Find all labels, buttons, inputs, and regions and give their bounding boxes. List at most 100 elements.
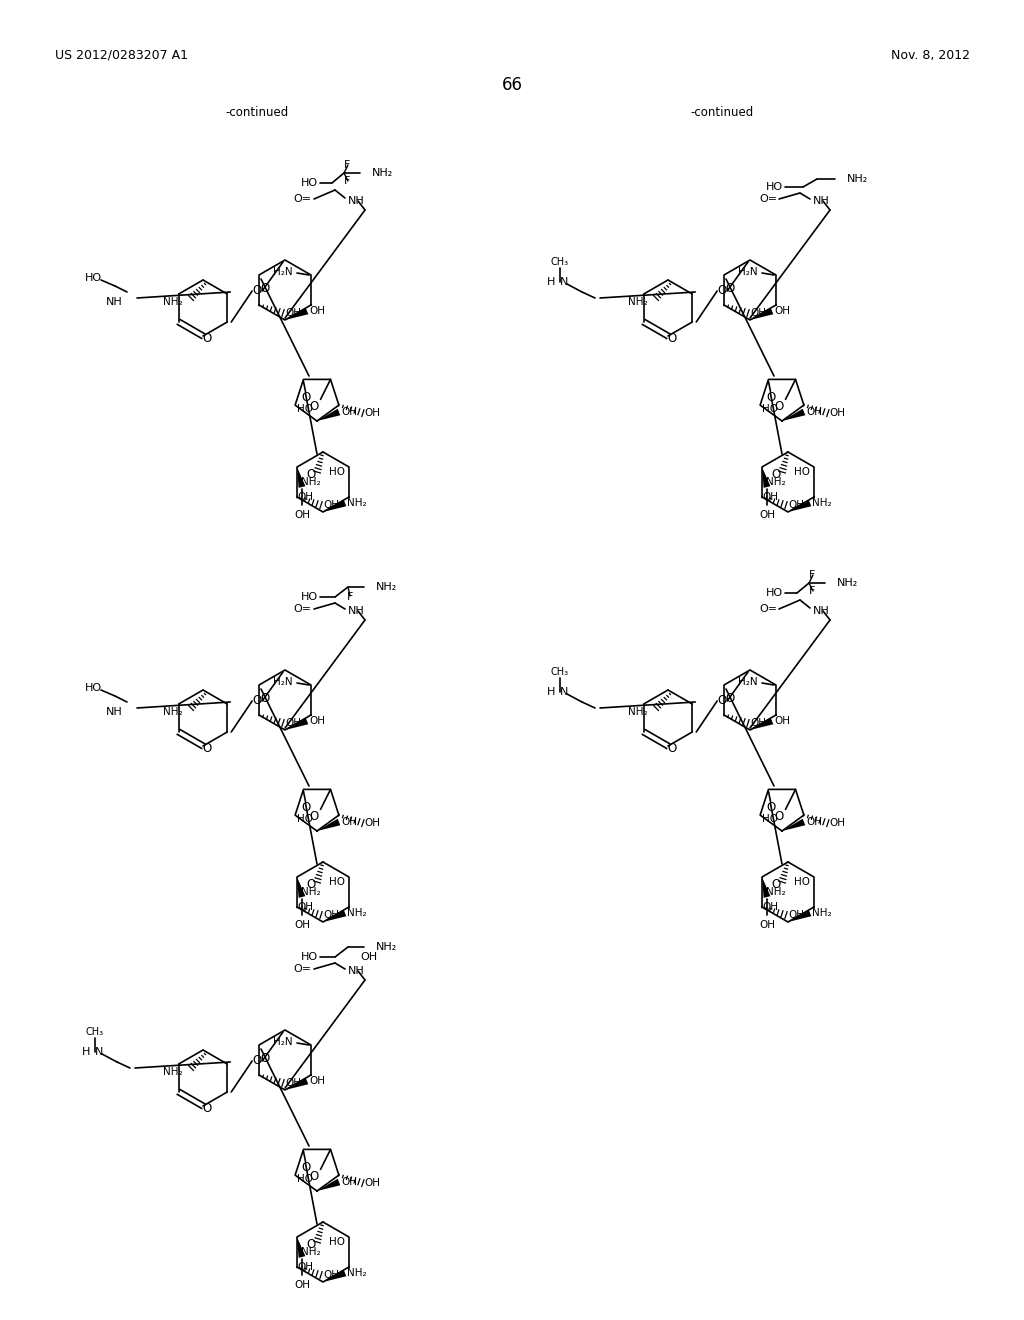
Text: OH: OH <box>759 920 775 931</box>
Text: NH: NH <box>813 606 829 616</box>
Text: O=: O= <box>294 964 312 974</box>
Text: OH: OH <box>309 1076 325 1086</box>
Text: H: H <box>547 277 555 286</box>
Text: OH: OH <box>285 1078 301 1088</box>
Text: O: O <box>306 1238 315 1250</box>
Text: Nov. 8, 2012: Nov. 8, 2012 <box>891 49 970 62</box>
Text: CH₃: CH₃ <box>551 667 569 677</box>
Text: O: O <box>774 809 783 822</box>
Text: OH: OH <box>323 500 339 510</box>
Text: HO: HO <box>301 591 318 602</box>
Text: H₂N: H₂N <box>738 677 758 686</box>
Text: H: H <box>547 686 555 697</box>
Polygon shape <box>317 1179 340 1191</box>
Text: OH: OH <box>750 308 766 318</box>
Text: F: F <box>809 586 815 597</box>
Text: OH: OH <box>341 817 357 828</box>
Text: NH₂: NH₂ <box>164 297 183 308</box>
Text: OH: OH <box>365 1179 381 1188</box>
Text: HO: HO <box>297 404 312 414</box>
Text: HO: HO <box>329 876 345 887</box>
Polygon shape <box>285 1077 308 1090</box>
Text: OH: OH <box>788 909 804 920</box>
Text: OH: OH <box>750 718 766 729</box>
Text: NH: NH <box>813 195 829 206</box>
Text: OH: OH <box>788 500 804 510</box>
Text: O=: O= <box>759 194 777 205</box>
Text: NH: NH <box>348 195 365 206</box>
Text: OH: OH <box>297 492 313 502</box>
Polygon shape <box>285 308 308 319</box>
Text: HO: HO <box>794 876 810 887</box>
Text: OH: OH <box>285 308 301 318</box>
Polygon shape <box>323 909 346 921</box>
Text: NH₂: NH₂ <box>301 887 321 898</box>
Polygon shape <box>285 718 308 730</box>
Text: NH₂: NH₂ <box>347 498 367 508</box>
Text: O=: O= <box>294 605 312 614</box>
Text: HO: HO <box>329 1237 345 1247</box>
Text: O: O <box>203 331 212 345</box>
Text: NH₂: NH₂ <box>766 477 785 487</box>
Text: NH₂: NH₂ <box>629 708 648 717</box>
Text: US 2012/0283207 A1: US 2012/0283207 A1 <box>55 49 188 62</box>
Text: OH: OH <box>774 306 790 315</box>
Text: HO: HO <box>301 952 318 962</box>
Text: O: O <box>260 282 269 296</box>
Text: OH: OH <box>309 306 325 315</box>
Polygon shape <box>317 818 340 832</box>
Text: NH₂: NH₂ <box>629 297 648 308</box>
Text: NH₂: NH₂ <box>347 1269 367 1278</box>
Polygon shape <box>297 467 305 488</box>
Text: HO: HO <box>766 182 783 191</box>
Text: O: O <box>253 694 262 708</box>
Text: F: F <box>809 570 815 579</box>
Text: O: O <box>260 693 269 705</box>
Text: OH: OH <box>323 909 339 920</box>
Text: OH: OH <box>806 817 822 828</box>
Text: O: O <box>302 391 311 404</box>
Text: N: N <box>560 277 568 286</box>
Text: O: O <box>260 1052 269 1065</box>
Text: O: O <box>203 1101 212 1114</box>
Text: NH: NH <box>106 297 123 308</box>
Text: NH₂: NH₂ <box>376 942 397 952</box>
Text: O: O <box>253 1055 262 1068</box>
Text: NH₂: NH₂ <box>837 578 858 587</box>
Text: O: O <box>309 400 318 412</box>
Text: HO: HO <box>85 682 102 693</box>
Polygon shape <box>297 876 305 898</box>
Text: F: F <box>347 591 353 602</box>
Text: O=: O= <box>759 605 777 614</box>
Text: O: O <box>302 1160 311 1173</box>
Text: N: N <box>560 686 568 697</box>
Text: NH₂: NH₂ <box>164 708 183 717</box>
Text: HO: HO <box>301 178 318 187</box>
Text: OH: OH <box>829 408 846 418</box>
Text: NH: NH <box>348 606 365 616</box>
Text: O: O <box>306 878 315 891</box>
Polygon shape <box>762 876 770 898</box>
Text: OH: OH <box>365 408 381 418</box>
Text: NH₂: NH₂ <box>301 477 321 487</box>
Text: OH: OH <box>806 407 822 417</box>
Text: O: O <box>774 400 783 412</box>
Text: O: O <box>309 809 318 822</box>
Polygon shape <box>750 718 773 730</box>
Polygon shape <box>323 1270 346 1282</box>
Text: H₂N: H₂N <box>738 267 758 277</box>
Text: H₂N: H₂N <box>273 1038 293 1047</box>
Polygon shape <box>297 1237 305 1258</box>
Text: -continued: -continued <box>225 106 288 119</box>
Text: NH₂: NH₂ <box>847 174 868 183</box>
Text: OH: OH <box>285 718 301 729</box>
Text: HO: HO <box>794 467 810 477</box>
Text: N: N <box>95 1047 103 1057</box>
Text: OH: OH <box>360 952 377 962</box>
Text: OH: OH <box>294 1280 310 1290</box>
Text: HO: HO <box>85 273 102 282</box>
Text: NH₂: NH₂ <box>301 1247 321 1257</box>
Polygon shape <box>788 909 811 921</box>
Text: NH₂: NH₂ <box>372 168 393 178</box>
Text: OH: OH <box>323 1270 339 1280</box>
